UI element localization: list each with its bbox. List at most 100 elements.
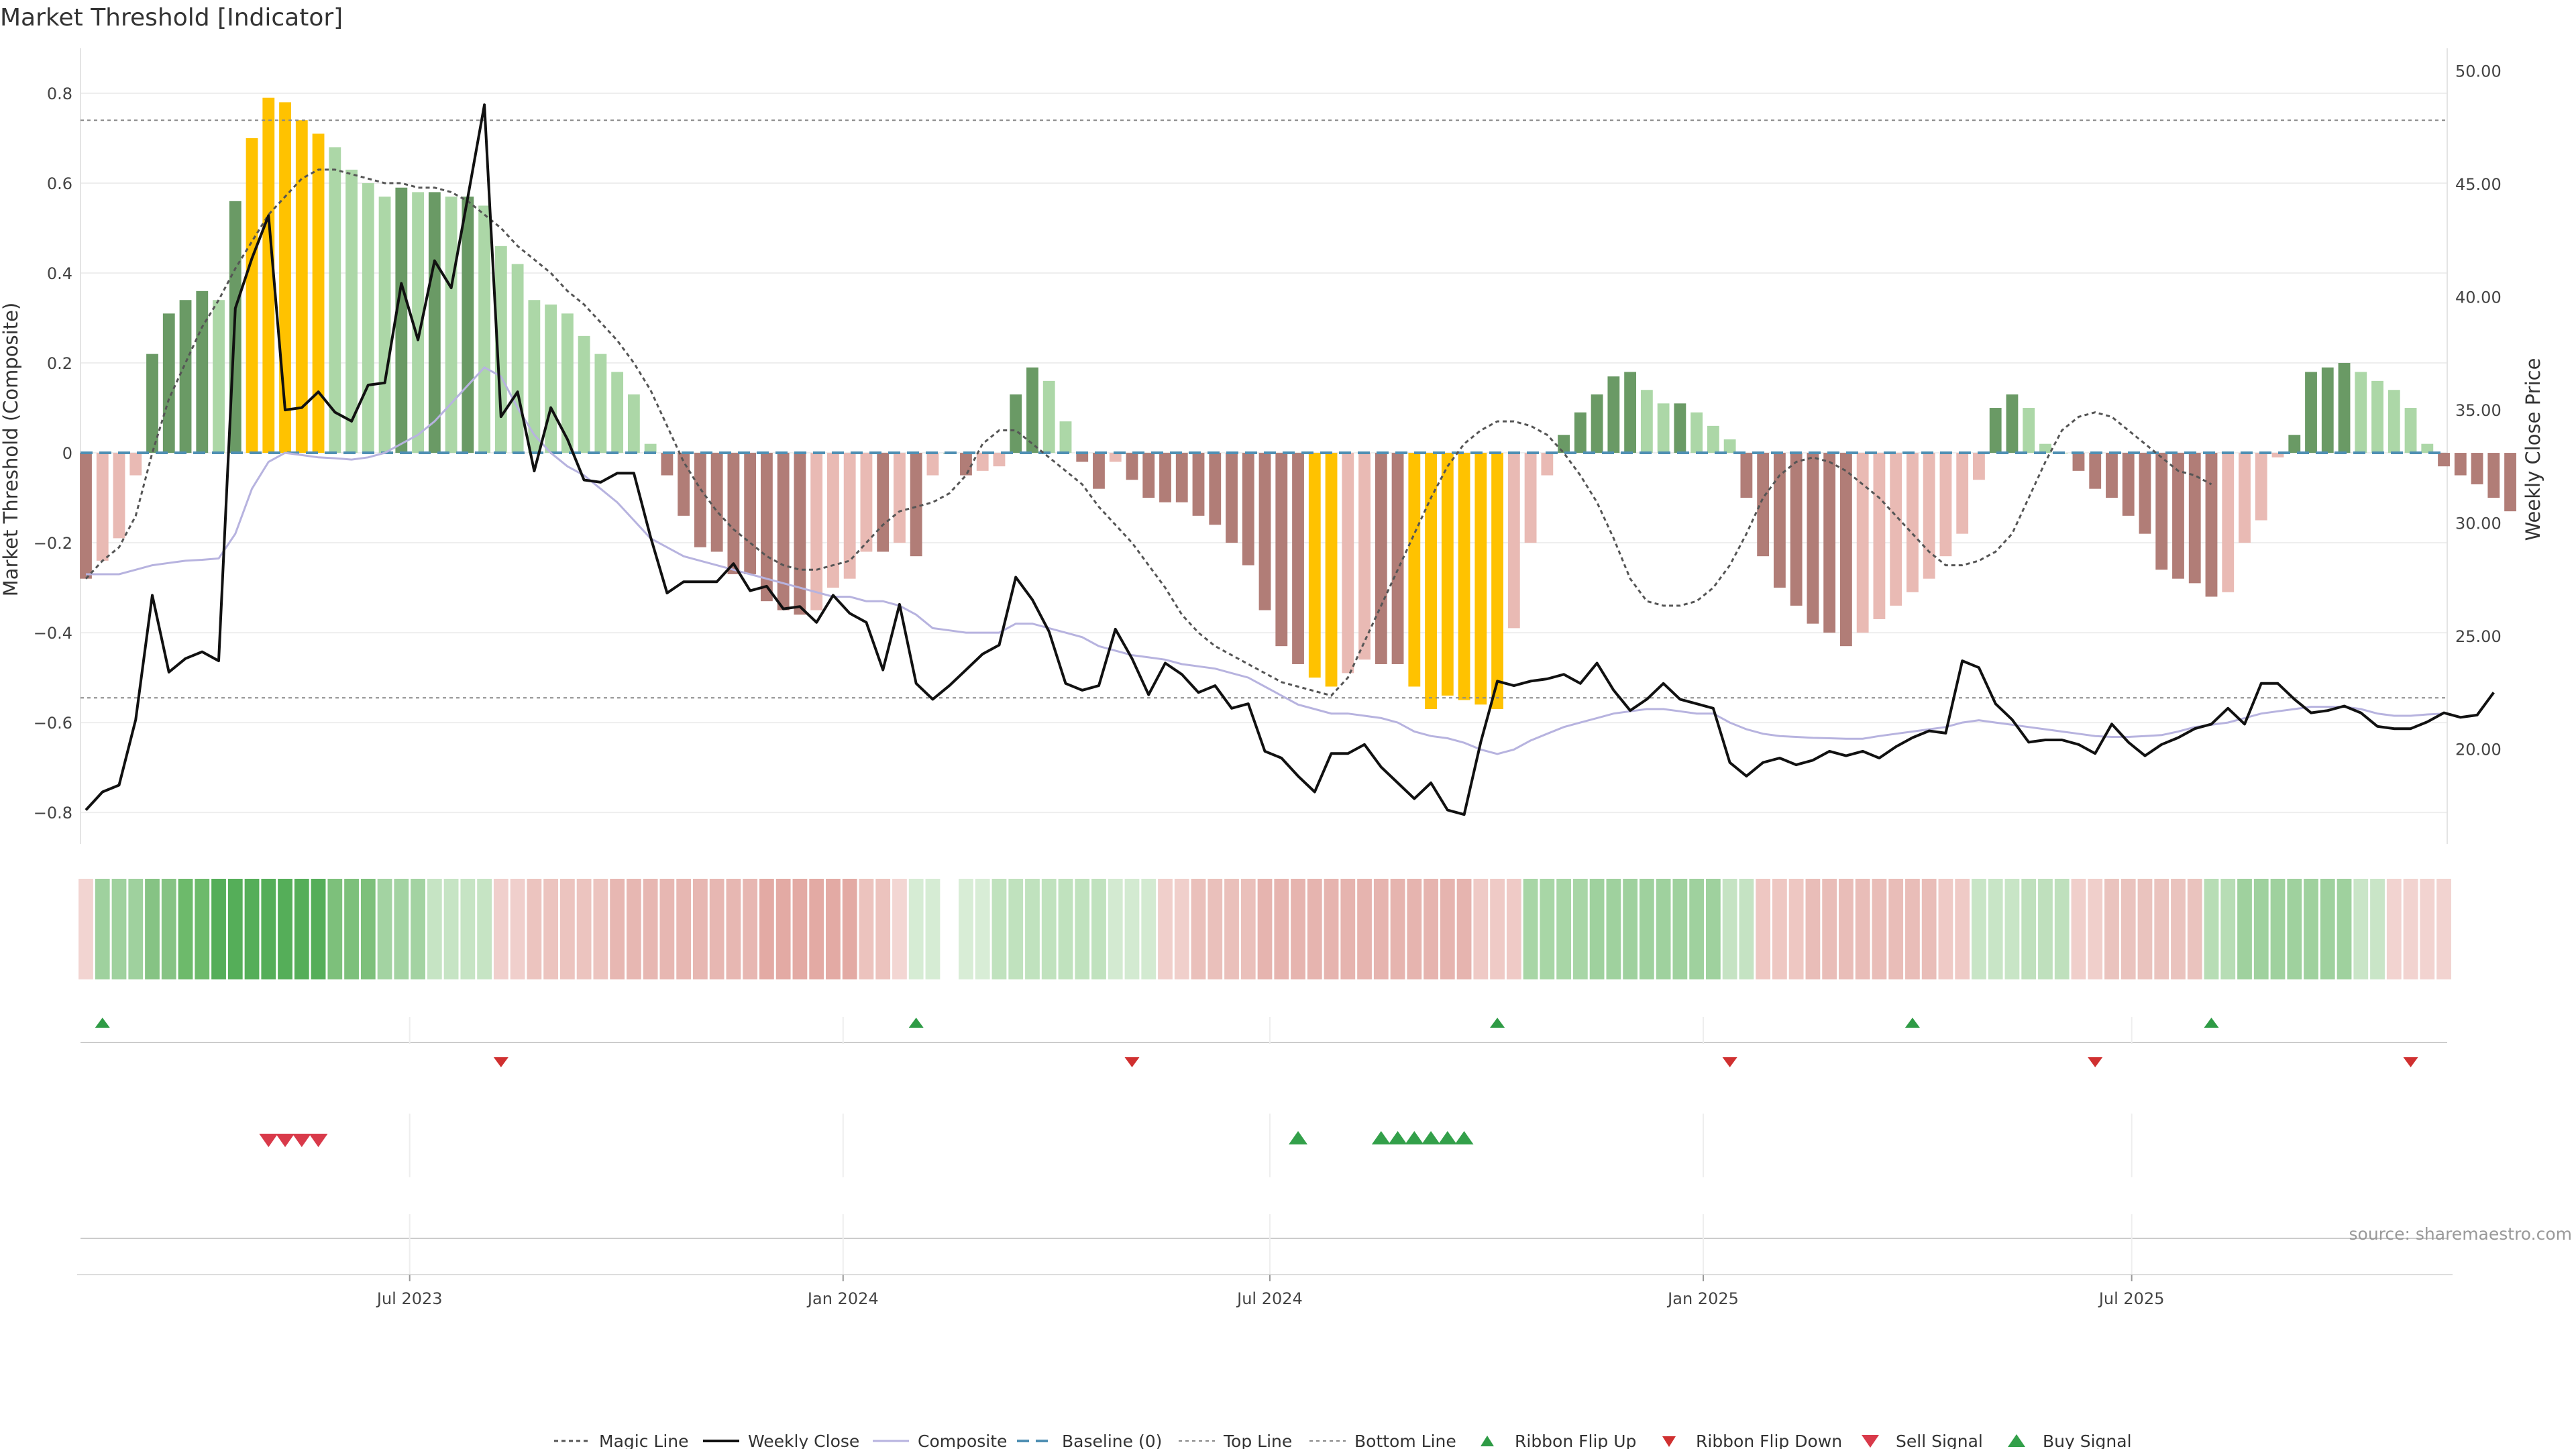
ribbon-cell [643, 879, 658, 979]
ribbon-cell [2104, 879, 2119, 979]
x-tick-label: Jan 2025 [1666, 1289, 1739, 1308]
ribbon-cell [1955, 879, 1970, 979]
ribbon-cell [626, 879, 641, 979]
composite-bar [993, 453, 1006, 467]
composite-bar [744, 453, 757, 574]
ribbon-cell [1208, 879, 1223, 979]
composite-bar [960, 453, 972, 476]
composite-bar [1026, 367, 1038, 453]
ribbon-flip-down-marker [493, 1057, 508, 1067]
ribbon-cell [1324, 879, 1339, 979]
composite-bar [810, 453, 823, 610]
composite-bar [2338, 363, 2351, 453]
composite-bar [1391, 453, 1404, 664]
composite-bar [2271, 453, 2284, 458]
ribbon-cell [178, 879, 193, 979]
ribbon-cell [443, 879, 459, 979]
left-tick-label: 0.2 [47, 354, 72, 373]
ribbon-cell [1506, 879, 1521, 979]
ribbon-cell [1307, 879, 1322, 979]
composite-bar [1109, 453, 1122, 462]
ribbon-cell [2137, 879, 2153, 979]
ribbon-cell [1075, 879, 1090, 979]
ribbon-cell [975, 879, 990, 979]
legend-item-ribbon-flip-down: Ribbon Flip Down [1662, 1432, 1842, 1449]
composite-bar [1458, 453, 1470, 700]
buy-signal-marker [1405, 1131, 1424, 1144]
ribbon-flip-up-marker [908, 1018, 924, 1028]
buy-signal-marker [1289, 1131, 1308, 1144]
composite-bar [1923, 453, 1935, 579]
composite-bar [1723, 439, 1736, 453]
ribbon-cell [2054, 879, 2070, 979]
ribbon-cell [195, 879, 210, 979]
ribbon-cell [693, 879, 708, 979]
ribbon-cell [2270, 879, 2286, 979]
ribbon-cell [576, 879, 592, 979]
composite-bar [2072, 453, 2085, 471]
ribbon-flip-up-marker [1904, 1018, 1920, 1028]
ribbon-cell [1639, 879, 1654, 979]
composite-bar [1474, 453, 1487, 705]
composite-bar [678, 453, 690, 516]
ribbon-cell [1340, 879, 1356, 979]
composite-bar [2039, 443, 2051, 453]
composite-bar [1275, 453, 1288, 647]
composite-bar [1757, 453, 1770, 557]
composite-bar [1408, 453, 1421, 687]
composite-bar [312, 133, 325, 453]
composite-bar [2205, 453, 2218, 597]
ribbon-cell [726, 879, 741, 979]
ribbon-cell [1108, 879, 1123, 979]
composite-bar [295, 120, 308, 453]
ribbon-cell [377, 879, 392, 979]
composite-bar [428, 192, 441, 453]
composite-bar [96, 453, 109, 561]
ribbon-cell [394, 879, 409, 979]
ribbon-cell [411, 879, 425, 979]
composite-bar [511, 264, 524, 453]
composite-bar [1524, 453, 1537, 543]
ribbon-cell [2204, 879, 2219, 979]
composite-bar [1640, 390, 1653, 453]
ribbon-cell [278, 879, 292, 979]
composite-bar [2139, 453, 2151, 534]
composite-bar [727, 453, 740, 574]
composite-bar [412, 192, 424, 453]
composite-bar [1707, 425, 1719, 453]
composite-bar [1192, 453, 1205, 516]
composite-bar [196, 290, 209, 453]
composite-bar [1059, 421, 1072, 453]
composite-bar [594, 354, 607, 453]
composite-bar [395, 187, 408, 453]
legend-label: Ribbon Flip Down [1696, 1432, 1842, 1449]
composite-bar [976, 453, 989, 471]
right-axis-ticks: 50.00 45.00 40.00 35.00 30.00 25.00 20.00 [2455, 62, 2502, 759]
composite-bar [2487, 453, 2500, 498]
composite-bars [80, 97, 2516, 709]
buy-signal-marker [1454, 1131, 1474, 1144]
right-tick-label: 40.00 [2455, 288, 2502, 307]
ribbon-cell [1705, 879, 1721, 979]
composite-bar [561, 313, 574, 453]
ribbon-cell [908, 879, 924, 979]
ribbon-cell [2220, 879, 2236, 979]
ribbon-cell [2403, 879, 2418, 979]
ribbon-cell [559, 879, 575, 979]
ribbon-cell [1888, 879, 1904, 979]
composite-bar [162, 313, 175, 453]
composite-bar [2404, 408, 2417, 453]
ribbon-cell [2253, 879, 2269, 979]
composite-bar [1989, 408, 2002, 453]
composite-bar [1209, 453, 1222, 525]
legend-item-sell-signal: Sell Signal [1862, 1432, 1983, 1449]
ribbon-cell [1772, 879, 1787, 979]
ribbon-cell [1572, 879, 1588, 979]
composite-bar [2023, 408, 2035, 453]
composite-bar [2305, 372, 2317, 453]
ribbon-cell [875, 879, 891, 979]
composite-bar [1126, 453, 1138, 480]
ribbon-cell [2187, 879, 2202, 979]
ribbon-cell [743, 879, 758, 979]
